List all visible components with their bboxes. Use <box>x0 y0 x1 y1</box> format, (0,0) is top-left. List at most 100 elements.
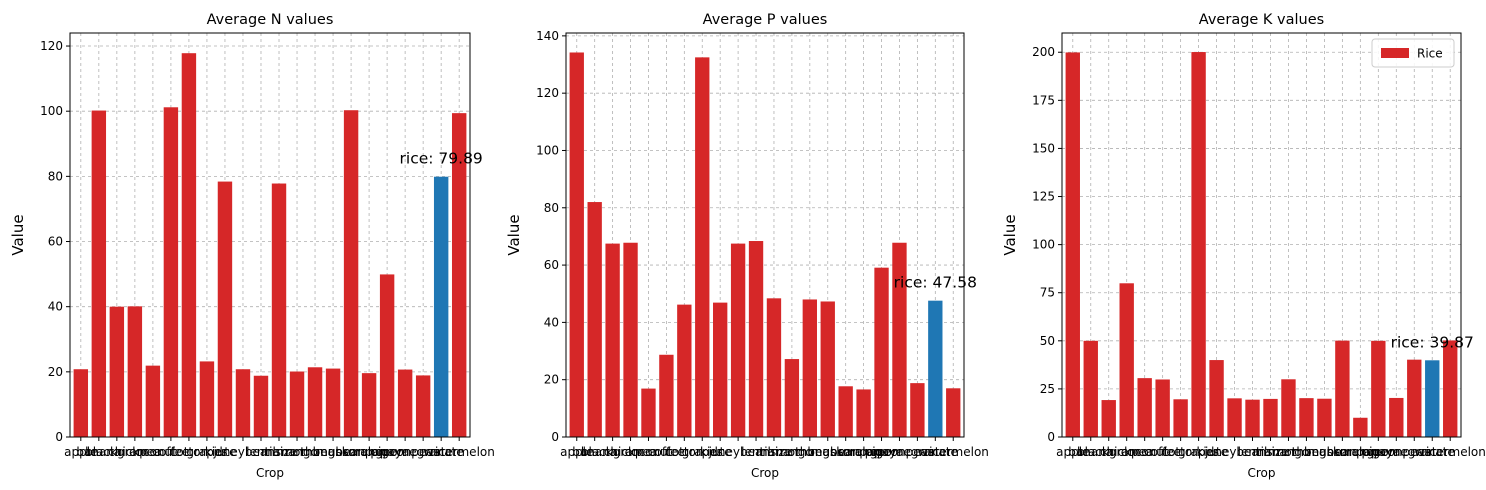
x-axis-label: Crop <box>751 466 779 480</box>
x-tick-label-jute: jute <box>708 445 732 459</box>
x-tick-label-muskmelon: muskmelon <box>1307 445 1377 459</box>
y-tick-label: 175 <box>1032 93 1055 107</box>
axes-frame <box>565 32 965 438</box>
bar-jute <box>713 302 728 437</box>
legend-swatch <box>1381 48 1409 58</box>
y-tick-label: 0 <box>551 430 559 444</box>
x-tick-label-muskmelon: muskmelon <box>316 445 386 459</box>
x-tick-label-kidneybeans: kidneybeans <box>1196 445 1272 459</box>
bar-kidneybeans <box>235 369 251 437</box>
bar-mothbeans <box>307 367 323 437</box>
y-tick-label: 80 <box>48 169 63 183</box>
bar-mango <box>784 359 800 437</box>
x-tick-label-coffee: coffee <box>1144 445 1181 459</box>
bar-cotton <box>677 304 692 437</box>
x-tick-label-coconut: coconut <box>625 445 673 459</box>
x-tick-label-mothbeans: mothbeans <box>776 445 844 459</box>
bar-lentil <box>748 241 764 437</box>
bar-lentil <box>1245 399 1260 437</box>
bar-lentil <box>253 375 269 437</box>
bar-grapes <box>199 361 215 437</box>
x-tick-label-pomegranate: pomegranate <box>383 445 464 459</box>
bar-coffee <box>659 354 674 437</box>
x-tick-label-coffee: coffee <box>648 445 685 459</box>
x-tick-label-pigeonpeas: pigeonpeas <box>1362 445 1432 459</box>
y-tick-label: 50 <box>1040 334 1055 348</box>
bar-maize <box>271 183 287 437</box>
bar-blackgram <box>605 243 620 437</box>
bar-pomegranate <box>910 383 925 437</box>
axes-frame <box>69 32 471 438</box>
bar-mungbean <box>1317 398 1332 437</box>
bar-coconut <box>641 388 656 437</box>
x-tick-label-lentil: lentil <box>1238 445 1268 459</box>
x-tick-label-muskmelon: muskmelon <box>811 445 881 459</box>
bar-chickpea <box>623 242 638 437</box>
x-tick-label-coconut: coconut <box>1121 445 1169 459</box>
bar-watermelon <box>451 113 467 438</box>
x-tick-label-lentil: lentil <box>741 445 771 459</box>
y-tick-label: 100 <box>536 143 559 157</box>
bar-mothbeans <box>1299 398 1314 437</box>
bar-grapes <box>1191 52 1206 437</box>
x-tick-label-mango: mango <box>276 445 318 459</box>
bar-muskmelon <box>1335 340 1350 437</box>
bar-maize <box>1263 398 1278 437</box>
bar-rice <box>928 300 943 437</box>
x-tick-label-blackgram: blackgram <box>581 445 644 459</box>
x-tick-label-jute: jute <box>1204 445 1228 459</box>
x-tick-label-orange: orange <box>348 445 390 459</box>
x-tick-label-cotton: cotton <box>170 445 208 459</box>
x-tick-label-orange: orange <box>1339 445 1381 459</box>
x-tick-label-blackgram: blackgram <box>1077 445 1140 459</box>
bar-papaya <box>379 274 395 437</box>
bar-mango <box>289 371 305 437</box>
bar-pomegranate <box>415 375 431 437</box>
legend-box <box>1371 38 1455 68</box>
bar-muskmelon <box>838 386 853 437</box>
legend: Rice <box>1371 38 1455 68</box>
bar-orange <box>1353 417 1368 437</box>
bar-pomegranate <box>1407 359 1422 437</box>
y-tick-label: 0 <box>1047 430 1055 444</box>
y-tick-label: 100 <box>40 104 63 118</box>
y-tick-label: 20 <box>544 373 559 387</box>
y-tick-label: 25 <box>1040 382 1055 396</box>
x-tick-label-lentil: lentil <box>246 445 276 459</box>
x-tick-label-rice: rice <box>1421 445 1443 459</box>
x-axis-label: Crop <box>256 466 284 480</box>
bar-annotation: rice: 39.87 <box>1391 333 1474 351</box>
x-tick-label-cotton: cotton <box>1161 445 1199 459</box>
y-tick-label: 120 <box>536 86 559 100</box>
x-tick-label-papaya: papaya <box>1356 445 1400 459</box>
bar-banana <box>587 202 602 437</box>
x-axis-label: Crop <box>1247 466 1275 480</box>
x-tick-label-maize: maize <box>756 445 792 459</box>
x-tick-label-grapes: grapes <box>1178 445 1219 459</box>
chart-panel-1: 0 20 40 60 80 100 120 applebananablackgramchick… <box>9 12 495 480</box>
bar-papaya <box>1371 340 1386 437</box>
bar-jute <box>1209 360 1224 437</box>
bar-pigeonpeas <box>397 369 413 437</box>
y-axis-label: Value <box>1001 214 1019 255</box>
x-tick-label-maize: maize <box>261 445 297 459</box>
y-tick-label: 40 <box>48 300 63 314</box>
bar-mothbeans <box>802 299 817 437</box>
bar-kidneybeans <box>1227 398 1242 437</box>
x-tick-label-coffee: coffee <box>152 445 189 459</box>
y-tick-label: 125 <box>1032 190 1055 204</box>
y-tick-label: 80 <box>544 201 559 215</box>
bar-rice <box>1425 360 1440 437</box>
bar-watermelon <box>1443 340 1458 437</box>
x-tick-label-maize: maize <box>1252 445 1288 459</box>
x-tick-label-grapes: grapes <box>682 445 723 459</box>
bar-maize <box>766 298 782 437</box>
bar-pigeonpeas <box>1389 397 1404 437</box>
x-tick-label-kidneybeans: kidneybeans <box>700 445 776 459</box>
x-tick-label-mango: mango <box>1268 445 1310 459</box>
x-tick-label-banana: banana <box>1068 445 1113 459</box>
bar-watermelon <box>946 388 961 437</box>
y-tick-label: 100 <box>1032 238 1055 252</box>
bar-mungbean <box>325 368 341 437</box>
